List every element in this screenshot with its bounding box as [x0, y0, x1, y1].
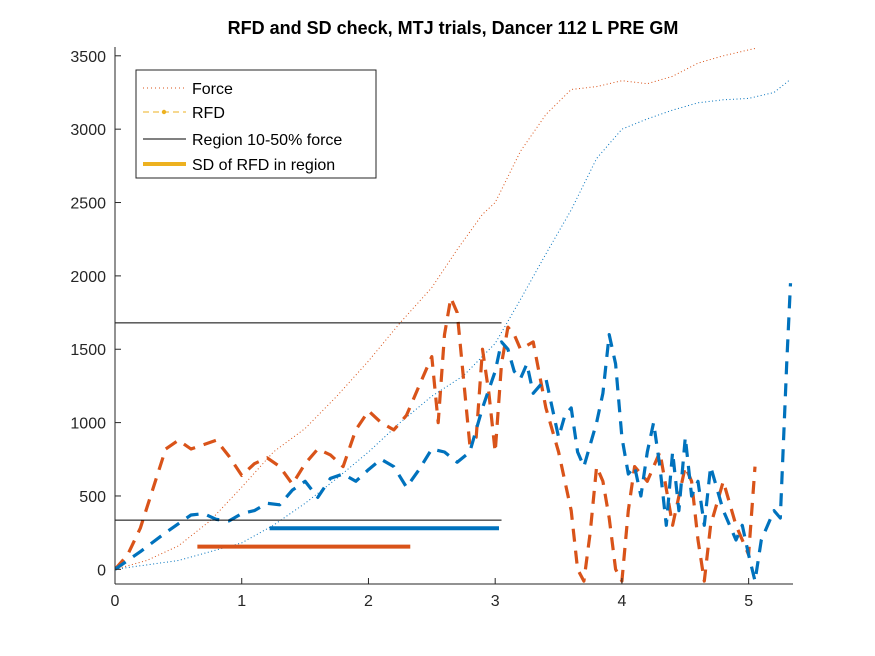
y-tick-label-2500: 2500 [70, 196, 106, 213]
region-lines-layer [115, 322, 502, 549]
x-tick-label-3: 3 [491, 593, 500, 610]
x-tick-label-4: 4 [617, 593, 626, 610]
y-tick-label-0: 0 [97, 562, 106, 579]
legend-entry-region: Region 10-50% force [143, 132, 342, 149]
series-layer [115, 48, 793, 583]
y-tick-label-3500: 3500 [70, 49, 106, 66]
x-tick-label-2: 2 [364, 593, 373, 610]
legend: Force RFD Region 10-50% force SD of RFD … [135, 69, 377, 179]
force-line-blue-1 [115, 78, 791, 570]
y-tick-label-1500: 1500 [70, 342, 106, 359]
y-tick-label-500: 500 [79, 489, 106, 506]
x-tick-label-5: 5 [744, 593, 753, 610]
y-tick-label-2000: 2000 [70, 269, 106, 286]
legend-entry-force: Force [143, 81, 233, 98]
legend-label-region: Region 10-50% force [192, 132, 342, 149]
legend-label-force: Force [192, 81, 233, 98]
legend-entry-rfd: RFD [143, 105, 225, 122]
legend-entry-sd: SD of RFD in region [143, 157, 335, 174]
axes-layer [114, 47, 793, 585]
chart-title: RFD and SD check, MTJ trials, Dancer 112… [228, 18, 679, 38]
legend-label-rfd: RFD [192, 105, 225, 122]
legend-label-sd: SD of RFD in region [192, 157, 335, 174]
plot-area: 0 1 2 3 4 5 0 500 1000 1500 2000 2500 3000 3500 [70, 47, 793, 610]
x-ticks: 0 1 2 3 4 5 [111, 578, 753, 610]
legend-marker-rfd [161, 109, 167, 115]
y-tick-label-1000: 1000 [70, 416, 106, 433]
force-line-orange-0 [115, 48, 756, 570]
y-ticks: 0 500 1000 1500 2000 2500 3000 3500 [70, 49, 121, 579]
x-tick-label-1: 1 [237, 593, 246, 610]
rfd-line-orange-2 [115, 296, 757, 583]
x-tick-label-0: 0 [111, 593, 120, 610]
rfd-line-blue-3 [115, 283, 793, 583]
y-tick-label-3000: 3000 [70, 122, 106, 139]
